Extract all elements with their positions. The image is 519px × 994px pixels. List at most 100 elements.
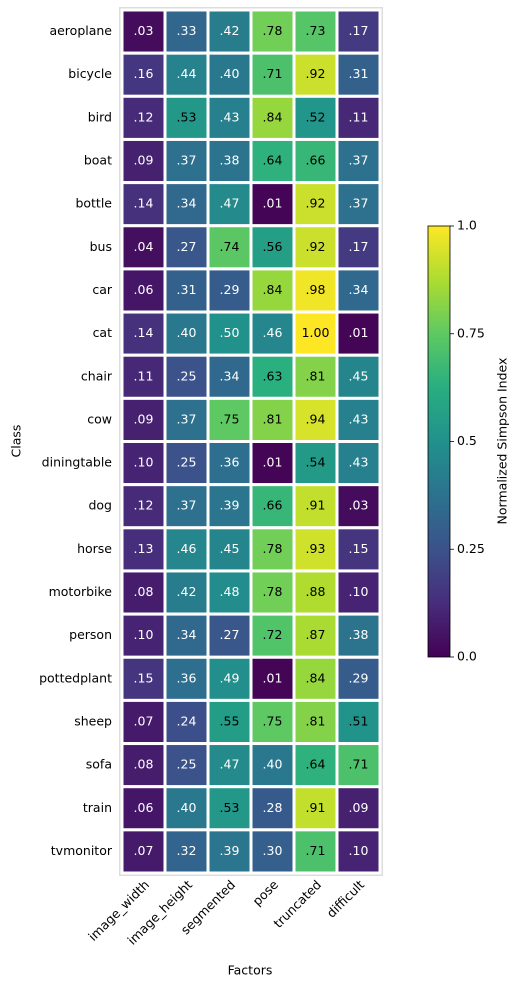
cell-label: .66: [263, 498, 283, 513]
y-tick-label: horse: [77, 541, 112, 556]
cell-label: .11: [134, 368, 154, 383]
heatmap-cell: [292, 224, 339, 271]
heatmap-cell: [163, 181, 210, 228]
cell-label: .33: [177, 23, 197, 38]
heatmap-cell: [292, 353, 339, 400]
cell-label: .42: [220, 23, 240, 38]
cell-label: .10: [349, 843, 369, 858]
colorbar-tick-label: 0.0: [457, 649, 477, 664]
cell-label: .39: [220, 843, 240, 858]
heatmap-cell: [335, 612, 382, 659]
heatmap-cell: [292, 742, 339, 789]
cell-label: .71: [306, 843, 326, 858]
cell-label: .74: [220, 239, 240, 254]
y-tick-label: pottedplant: [39, 670, 112, 685]
cell-label: .73: [306, 23, 326, 38]
cell-label: .39: [220, 498, 240, 513]
heatmap-cell: [249, 137, 296, 185]
cell-label: .31: [349, 66, 369, 81]
cell-label: .27: [177, 239, 197, 254]
cell-label: .81: [306, 368, 326, 383]
heatmap-cell: [335, 181, 382, 228]
cell-label: .30: [263, 843, 283, 858]
cell-label: .92: [306, 239, 326, 254]
y-tick-label: diningtable: [42, 455, 113, 470]
heatmap-cell: [335, 526, 382, 573]
cell-label: .40: [220, 66, 240, 81]
heatmap-cell: [120, 483, 167, 530]
heatmap-cell: [163, 569, 210, 616]
cell-label: .25: [177, 757, 197, 772]
cell-label: .25: [177, 368, 197, 383]
cell-label: .50: [220, 325, 240, 340]
cell-label: .01: [349, 325, 369, 340]
y-tick-label: motorbike: [49, 584, 113, 599]
y-tick-label: boat: [84, 153, 112, 168]
cell-label: .07: [134, 713, 154, 728]
heatmap-cell: [120, 137, 167, 185]
cell-label: .34: [177, 627, 197, 642]
y-tick-label: bus: [90, 239, 112, 254]
y-tick-label: bottle: [75, 196, 112, 211]
heatmap-cell: [120, 828, 167, 875]
cell-label: .78: [263, 541, 283, 556]
cell-label: .34: [349, 282, 369, 297]
x-tick-label: difficult: [323, 877, 367, 921]
cell-label: .46: [263, 325, 283, 340]
cell-label: .81: [263, 411, 283, 426]
colorbar-tick-label: 0.25: [457, 541, 485, 556]
cell-label: .24: [177, 713, 197, 728]
cell-label: .42: [177, 584, 197, 599]
cell-label: .94: [306, 411, 326, 426]
cell-label: .40: [177, 800, 197, 815]
heatmap-cell: [292, 483, 339, 530]
cell-label: .92: [306, 66, 326, 81]
cell-label: .88: [306, 584, 326, 599]
cell-label: .45: [220, 541, 240, 556]
cell-label: .13: [134, 541, 154, 556]
heatmap-cell: [335, 94, 382, 141]
y-tick-label: cow: [87, 411, 112, 426]
y-tick-label: aeroplane: [49, 23, 112, 38]
cell-label: .31: [177, 282, 197, 297]
cell-label: .03: [349, 498, 369, 513]
cell-label: .51: [349, 713, 369, 728]
cell-label: .54: [306, 455, 326, 470]
cell-label: .71: [349, 757, 369, 772]
cell-label: .17: [349, 23, 369, 38]
cell-label: .71: [263, 66, 283, 81]
cell-label: .64: [306, 757, 326, 772]
cell-label: .52: [306, 109, 326, 124]
cell-label: .53: [177, 109, 197, 124]
y-tick-label: dog: [88, 498, 112, 513]
cell-label: .16: [134, 66, 154, 81]
cell-label: .17: [349, 239, 369, 254]
cell-label: .75: [220, 411, 240, 426]
cell-label: .08: [134, 584, 154, 599]
cell-label: .43: [349, 411, 369, 426]
cell-label: .34: [177, 196, 197, 211]
y-tick-label: bicycle: [68, 66, 112, 81]
cell-label: .09: [349, 800, 369, 815]
cell-label: .43: [220, 109, 240, 124]
cell-label: .11: [349, 109, 369, 124]
y-tick-label: chair: [81, 368, 113, 383]
cell-label: .06: [134, 282, 154, 297]
y-tick-label: cat: [93, 325, 113, 340]
cell-label: .37: [349, 153, 369, 168]
cell-label: .48: [220, 584, 240, 599]
cell-label: .78: [263, 584, 283, 599]
cell-label: .75: [263, 713, 283, 728]
colorbar-tick-label: 1.0: [457, 218, 477, 233]
cell-label: .44: [177, 66, 197, 81]
x-axis-label: Factors: [228, 963, 273, 978]
heatmap-cell: [292, 440, 339, 487]
cell-label: .64: [263, 153, 283, 168]
cell-label: .91: [306, 800, 326, 815]
cell-label: .84: [306, 670, 326, 685]
colorbar-tick-label: 0.5: [457, 433, 477, 448]
heatmap-cell: [249, 396, 296, 444]
heatmap-cell: [292, 310, 339, 357]
y-tick-label: car: [92, 282, 113, 297]
cell-label: .38: [220, 153, 240, 168]
